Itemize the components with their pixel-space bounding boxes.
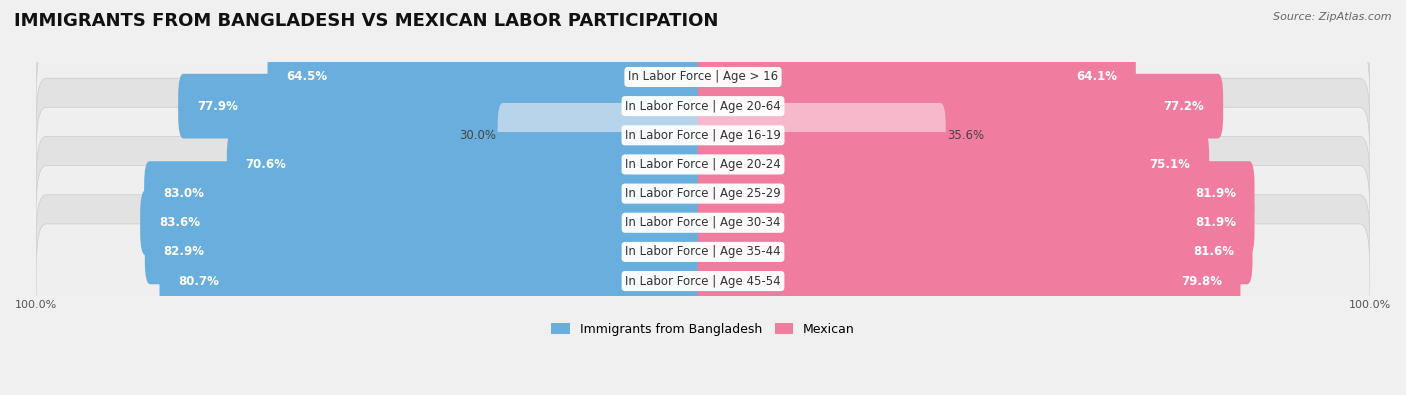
FancyBboxPatch shape (37, 49, 1369, 163)
Text: 70.6%: 70.6% (246, 158, 287, 171)
FancyBboxPatch shape (697, 103, 946, 167)
FancyBboxPatch shape (697, 249, 1240, 313)
FancyBboxPatch shape (498, 103, 709, 167)
Text: 82.9%: 82.9% (163, 245, 204, 258)
Text: 83.0%: 83.0% (163, 187, 204, 200)
FancyBboxPatch shape (159, 249, 709, 313)
FancyBboxPatch shape (37, 20, 1369, 134)
Text: 77.9%: 77.9% (197, 100, 238, 113)
FancyBboxPatch shape (145, 220, 709, 284)
Text: In Labor Force | Age 45-54: In Labor Force | Age 45-54 (626, 275, 780, 288)
FancyBboxPatch shape (37, 166, 1369, 280)
Text: Source: ZipAtlas.com: Source: ZipAtlas.com (1274, 12, 1392, 22)
Text: In Labor Force | Age 20-24: In Labor Force | Age 20-24 (626, 158, 780, 171)
Text: 81.9%: 81.9% (1195, 216, 1236, 229)
FancyBboxPatch shape (697, 74, 1223, 139)
Text: In Labor Force | Age 35-44: In Labor Force | Age 35-44 (626, 245, 780, 258)
Text: 64.5%: 64.5% (287, 70, 328, 83)
Text: 83.6%: 83.6% (159, 216, 200, 229)
Text: 35.6%: 35.6% (948, 129, 984, 142)
Text: In Labor Force | Age 20-64: In Labor Force | Age 20-64 (626, 100, 780, 113)
Text: In Labor Force | Age > 16: In Labor Force | Age > 16 (628, 70, 778, 83)
Text: IMMIGRANTS FROM BANGLADESH VS MEXICAN LABOR PARTICIPATION: IMMIGRANTS FROM BANGLADESH VS MEXICAN LA… (14, 12, 718, 30)
Text: In Labor Force | Age 25-29: In Labor Force | Age 25-29 (626, 187, 780, 200)
FancyBboxPatch shape (697, 190, 1254, 255)
Text: 79.8%: 79.8% (1181, 275, 1222, 288)
Text: 75.1%: 75.1% (1150, 158, 1191, 171)
Text: In Labor Force | Age 30-34: In Labor Force | Age 30-34 (626, 216, 780, 229)
FancyBboxPatch shape (37, 78, 1369, 192)
FancyBboxPatch shape (267, 45, 709, 109)
FancyBboxPatch shape (697, 161, 1254, 226)
FancyBboxPatch shape (37, 224, 1369, 338)
FancyBboxPatch shape (697, 45, 1136, 109)
Text: 30.0%: 30.0% (460, 129, 496, 142)
FancyBboxPatch shape (37, 136, 1369, 251)
Text: 81.9%: 81.9% (1195, 187, 1236, 200)
Text: 81.6%: 81.6% (1192, 245, 1234, 258)
FancyBboxPatch shape (141, 190, 709, 255)
Text: 80.7%: 80.7% (179, 275, 219, 288)
FancyBboxPatch shape (179, 74, 709, 139)
Text: In Labor Force | Age 16-19: In Labor Force | Age 16-19 (626, 129, 780, 142)
Text: 64.1%: 64.1% (1076, 70, 1118, 83)
FancyBboxPatch shape (37, 107, 1369, 222)
FancyBboxPatch shape (145, 161, 709, 226)
FancyBboxPatch shape (697, 132, 1209, 197)
Legend: Immigrants from Bangladesh, Mexican: Immigrants from Bangladesh, Mexican (546, 318, 860, 341)
FancyBboxPatch shape (226, 132, 709, 197)
Text: 77.2%: 77.2% (1164, 100, 1205, 113)
FancyBboxPatch shape (37, 195, 1369, 309)
FancyBboxPatch shape (697, 220, 1253, 284)
